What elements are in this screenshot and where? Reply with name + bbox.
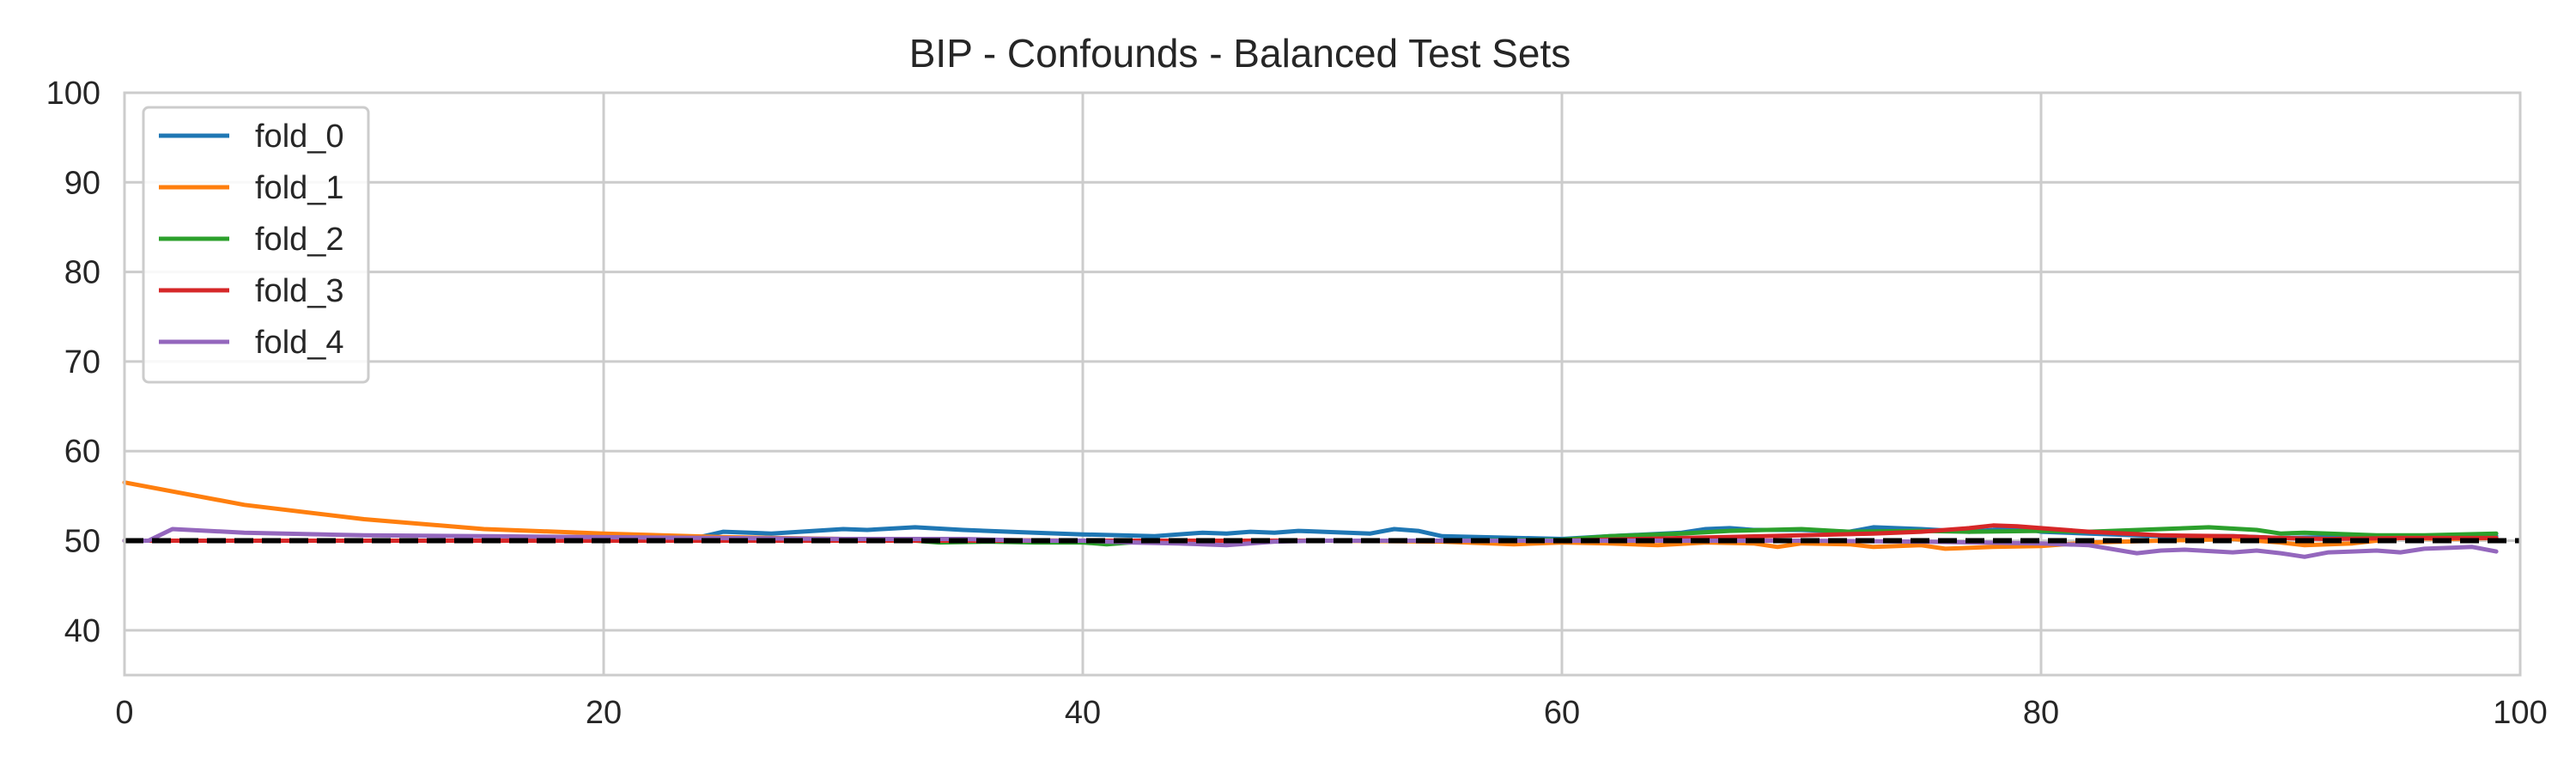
x-axis-ticks: 0 20 40 60 80 100 — [115, 695, 2547, 731]
x-tick-label: 0 — [115, 695, 133, 731]
legend-label: fold_3 — [255, 273, 344, 309]
legend-label: fold_1 — [255, 170, 344, 206]
legend: fold_0 fold_1 fold_2 fold_3 fold_4 — [142, 106, 370, 384]
y-tick-label: 100 — [46, 76, 100, 112]
y-tick-label: 40 — [64, 613, 100, 649]
legend-box — [142, 106, 370, 384]
plot-frame — [123, 91, 2522, 677]
x-tick-label: 100 — [2493, 695, 2547, 731]
y-tick-label: 90 — [64, 165, 100, 201]
y-tick-label: 60 — [64, 434, 100, 470]
y-tick-label: 70 — [64, 344, 100, 380]
x-tick-label: 60 — [1544, 695, 1580, 731]
chart-title: BIP - Confounds - Balanced Test Sets — [909, 31, 1571, 76]
x-tick-label: 20 — [586, 695, 622, 731]
legend-label: fold_0 — [255, 119, 344, 155]
y-tick-label: 50 — [64, 524, 100, 560]
x-tick-label: 80 — [2023, 695, 2059, 731]
plot-background — [125, 93, 2520, 675]
legend-label: fold_2 — [255, 222, 344, 258]
y-tick-label: 80 — [64, 255, 100, 291]
y-axis-ticks: 40 50 60 70 80 90 100 — [46, 76, 100, 649]
x-tick-label: 40 — [1065, 695, 1101, 731]
legend-label: fold_4 — [255, 325, 344, 361]
